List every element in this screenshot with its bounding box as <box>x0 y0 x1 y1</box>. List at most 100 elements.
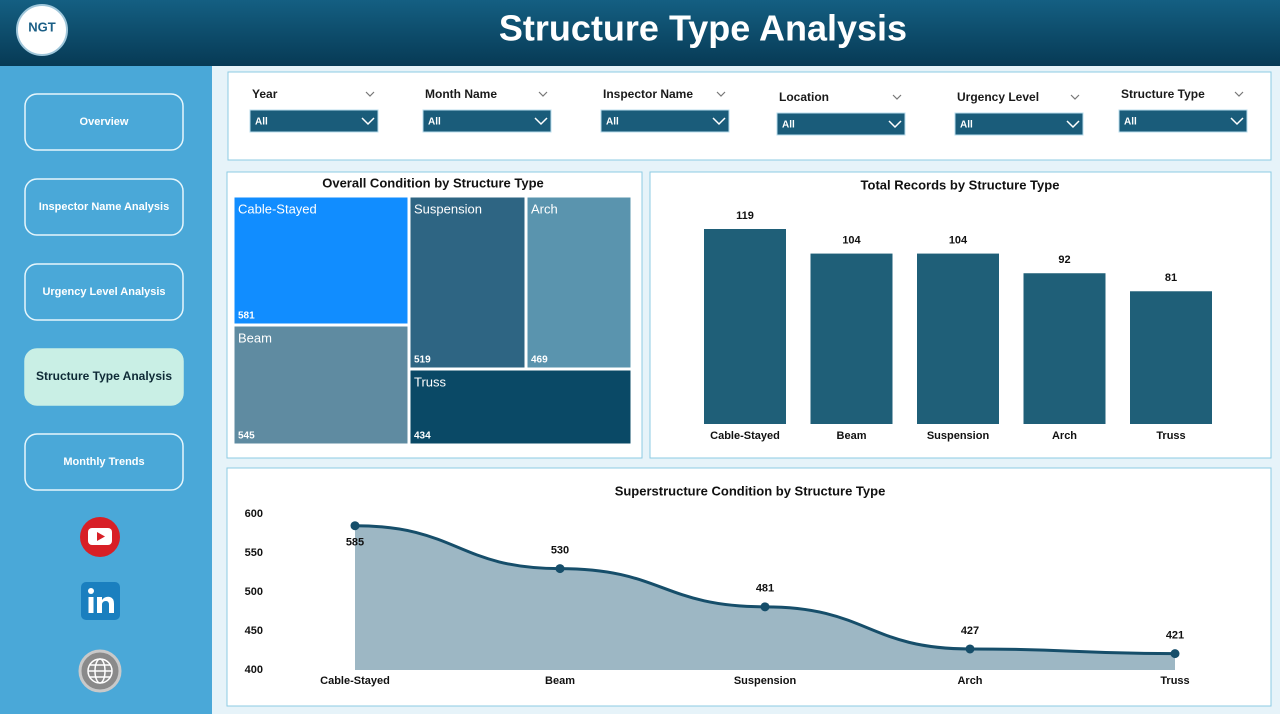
filter-label: Month Name <box>425 87 497 101</box>
tile-label: Truss <box>414 374 447 389</box>
data-point[interactable] <box>1170 649 1180 659</box>
tile-value: 581 <box>238 311 255 322</box>
data-label: 530 <box>551 545 569 557</box>
dropdown-box <box>954 112 1084 136</box>
y-tick-label: 600 <box>245 508 263 520</box>
filter-dropdown[interactable]: All <box>600 109 730 133</box>
treemap-tile[interactable] <box>526 196 632 369</box>
treemap-tile[interactable] <box>233 325 409 445</box>
nav-button[interactable]: Urgency Level Analysis <box>24 263 184 321</box>
bar[interactable] <box>810 253 893 424</box>
dropdown-box <box>1118 109 1248 133</box>
tile-value: 434 <box>414 431 431 442</box>
data-point[interactable] <box>350 521 360 531</box>
bar[interactable] <box>917 253 999 424</box>
bar-value-label: 81 <box>1165 272 1177 284</box>
chart-title: Total Records by Structure Type <box>861 177 1060 192</box>
treemap-tile[interactable] <box>409 196 526 369</box>
filter-dropdown[interactable]: All <box>249 109 379 133</box>
dropdown-arrow <box>361 117 375 126</box>
filter-chevron <box>716 91 726 97</box>
dropdown-value: All <box>782 120 795 131</box>
area-fill <box>355 525 1175 670</box>
bar[interactable] <box>704 229 786 424</box>
nav: Overview Inspector Name Analysis Urgency L… <box>24 93 184 491</box>
x-tick-label: Cable-Stayed <box>710 430 780 442</box>
tile-label: Arch <box>531 201 558 216</box>
bar-value-label: 104 <box>842 234 861 246</box>
dropdown-value: All <box>255 117 268 128</box>
nav-button-bg <box>24 263 184 321</box>
dropdown-value: All <box>960 120 973 131</box>
filter-panel <box>227 71 1272 161</box>
bar-value-label: 92 <box>1058 254 1070 266</box>
nav-button[interactable]: Inspector Name Analysis <box>24 178 184 236</box>
filter-label: Inspector Name <box>603 87 693 101</box>
y-tick-label: 450 <box>245 625 263 637</box>
nav-button[interactable]: Structure Type Analysis <box>24 348 184 406</box>
dropdown-arrow <box>888 120 902 129</box>
data-label: 427 <box>961 625 979 637</box>
nav-button[interactable]: Overview <box>24 93 184 151</box>
dropdown-value: All <box>606 117 619 128</box>
header-bar <box>0 0 1280 66</box>
dropdown-value: All <box>428 117 441 128</box>
filter-dropdown[interactable]: All <box>954 112 1084 136</box>
youtube-icon[interactable] <box>80 517 120 557</box>
dropdown-box <box>776 112 906 136</box>
nav-button-bg <box>24 178 184 236</box>
dropdown-arrow <box>1230 117 1244 126</box>
filters: Year All Month Name All Inspector Name All Loc… <box>249 87 1248 136</box>
nav-button-label: Urgency Level Analysis <box>42 286 165 298</box>
x-tick-label: Arch <box>957 675 982 687</box>
bar[interactable] <box>1130 291 1212 424</box>
filter-dropdown[interactable]: All <box>776 112 906 136</box>
filter-label: Year <box>252 87 278 101</box>
data-label: 421 <box>1166 630 1184 642</box>
treemap-tile[interactable] <box>233 196 409 325</box>
filter-chevron <box>365 91 375 97</box>
filter-label: Urgency Level <box>957 90 1039 104</box>
filter-label: Structure Type <box>1121 87 1205 101</box>
tile-label: Cable-Stayed <box>238 201 317 216</box>
website-icon[interactable] <box>78 649 122 693</box>
y-tick-label: 550 <box>245 547 263 559</box>
x-tick-label: Suspension <box>734 675 797 687</box>
bar-value-label: 104 <box>949 234 968 246</box>
data-label: 585 <box>346 537 364 549</box>
data-point[interactable] <box>760 602 770 612</box>
logo[interactable] <box>16 4 68 56</box>
filter-dropdown[interactable]: All <box>1118 109 1248 133</box>
nav-button[interactable]: Monthly Trends <box>24 433 184 491</box>
dropdown-box <box>600 109 730 133</box>
filter-dropdown[interactable]: All <box>422 109 552 133</box>
treemap-tile[interactable] <box>409 369 632 445</box>
nav-button-label: Inspector Name Analysis <box>39 201 169 213</box>
nav-button-bg <box>24 348 184 406</box>
filter-chevron <box>892 94 902 100</box>
dropdown-arrow <box>1066 120 1080 129</box>
data-point[interactable] <box>965 644 975 654</box>
nav-button-label: Monthly Trends <box>63 456 144 468</box>
data-label: 481 <box>756 583 774 595</box>
linkedin-icon[interactable] <box>81 582 120 620</box>
nav-button-label: Structure Type Analysis <box>36 369 172 383</box>
tile-label: Beam <box>238 330 272 345</box>
dropdown-box <box>422 109 552 133</box>
x-tick-label: Cable-Stayed <box>320 675 390 687</box>
dropdown-value: All <box>1124 117 1137 128</box>
nav-button-bg <box>24 93 184 151</box>
chart-title: Superstructure Condition by Structure Ty… <box>615 483 886 498</box>
bar[interactable] <box>1023 273 1106 424</box>
nav-button-label: Overview <box>80 116 129 128</box>
filter-chevron <box>1070 94 1080 100</box>
data-point[interactable] <box>555 564 565 574</box>
x-tick-label: Beam <box>837 430 867 442</box>
tile-value: 469 <box>531 355 548 366</box>
filter-label: Location <box>779 90 829 104</box>
page-title: Structure Type Analysis <box>499 8 907 49</box>
x-tick-label: Beam <box>545 675 575 687</box>
chart-title: Overall Condition by Structure Type <box>322 175 544 190</box>
